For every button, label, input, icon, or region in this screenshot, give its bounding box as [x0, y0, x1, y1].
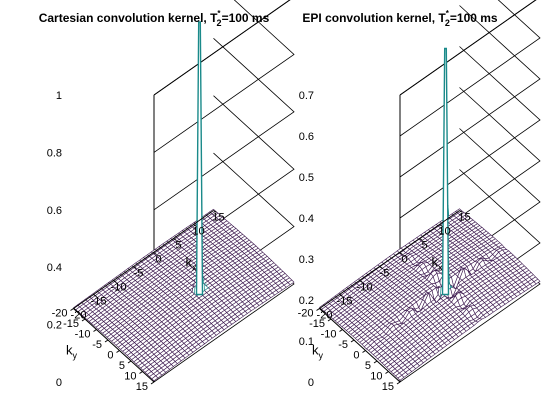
- y-tick: [373, 360, 378, 364]
- x-tick: [173, 238, 177, 241]
- y-tick: [93, 329, 97, 332]
- y-tick: [362, 350, 366, 353]
- z-tick-label: 0.7: [299, 90, 314, 102]
- z-tick-label: 0.4: [299, 213, 314, 225]
- x-tick: [379, 266, 383, 269]
- z-tick-label: 1: [56, 90, 62, 102]
- y-tick: [327, 318, 332, 322]
- y-tick-label: -10: [321, 329, 337, 341]
- surface-mesh: [73, 208, 295, 382]
- z-tick-label: 0: [56, 377, 62, 389]
- y-tick-label: 15: [382, 381, 394, 393]
- y-axis-label: ky: [312, 343, 324, 361]
- y-tick-label: 5: [119, 360, 125, 372]
- z-gridline: [399, 5, 541, 178]
- x-tick: [213, 210, 217, 213]
- y-tick-label: 10: [124, 371, 136, 383]
- y-tick: [350, 339, 355, 343]
- y-axis-label: ky: [66, 343, 78, 361]
- y-tick-label: 10: [370, 371, 382, 383]
- x-tick-label: -15: [337, 296, 353, 308]
- x-tick: [319, 308, 323, 311]
- y-tick-label: -20: [298, 308, 314, 320]
- y-tick-label: 0: [353, 350, 359, 362]
- z-tick-label: 0.6: [299, 131, 314, 143]
- z-gridline: [399, 46, 541, 219]
- y-tick-label: -10: [75, 329, 91, 341]
- y-tick: [81, 318, 86, 322]
- x-tick-label: 5: [175, 240, 181, 252]
- y-tick-label: 0: [107, 350, 113, 362]
- y-tick: [139, 371, 143, 374]
- x-tick-label: -5: [380, 268, 390, 280]
- y-tick-label: 15: [136, 381, 148, 393]
- x-tick-label: -5: [134, 268, 144, 280]
- y-tick: [127, 360, 132, 364]
- y-tick-label: -15: [309, 318, 325, 330]
- y-tick-label: -5: [92, 339, 102, 351]
- z-tick-label: 0.1: [299, 336, 314, 348]
- x-tick-label: 10: [438, 226, 450, 238]
- epi-kernel-panel: 00.10.20.30.40.50.60.7-20-15-10-5051015-…: [298, 0, 541, 393]
- y-tick: [396, 381, 401, 385]
- x-tick-label: -10: [111, 282, 127, 294]
- kernel-peak: [195, 21, 204, 296]
- x-tick-label: -10: [357, 282, 373, 294]
- x-tick: [153, 252, 157, 255]
- y-tick: [104, 339, 109, 343]
- z-tick-label: 0.3: [299, 254, 314, 266]
- y-tick: [316, 308, 320, 311]
- z-tick-label: 0.6: [47, 205, 62, 217]
- y-tick: [385, 371, 389, 374]
- x-tick: [399, 252, 403, 255]
- y-tick-label: 5: [365, 360, 371, 372]
- y-tick-label: -20: [52, 308, 68, 320]
- surface-mesh: [319, 205, 541, 381]
- x-tick: [339, 294, 343, 297]
- z-tick-label: 0: [308, 377, 314, 389]
- x-tick: [113, 280, 117, 283]
- y-tick: [339, 329, 343, 332]
- y-tick: [116, 350, 120, 353]
- kernel-peak: [441, 47, 450, 296]
- x-tick-label: -20: [317, 310, 333, 322]
- x-tick-label: 0: [155, 254, 161, 266]
- z-tick-label: 0.4: [47, 262, 62, 274]
- y-tick-label: -5: [338, 339, 348, 351]
- x-tick-label: 15: [212, 212, 224, 224]
- chart-title: Cartesian convolution kernel, T* 2=100 ms: [39, 9, 270, 28]
- x-tick: [93, 294, 97, 297]
- z-tick-label: 0.2: [299, 295, 314, 307]
- z-tick-label: 0.8: [47, 147, 62, 159]
- x-tick: [133, 266, 137, 269]
- y-tick: [150, 381, 155, 385]
- cartesian-kernel-panel: 00.20.40.60.81-20-15-10-5051015-20-15-10…: [39, 0, 295, 393]
- x-tick: [419, 238, 423, 241]
- y-tick: [70, 308, 74, 311]
- x-tick-label: 5: [421, 240, 427, 252]
- x-tick-label: 0: [401, 254, 407, 266]
- x-tick-label: -15: [91, 296, 107, 308]
- x-tick: [193, 224, 197, 227]
- x-tick: [439, 224, 443, 227]
- x-tick: [359, 280, 363, 283]
- x-axis-label: kx: [432, 255, 444, 273]
- z-tick-label: 0.5: [299, 172, 314, 184]
- y-tick-label: -15: [63, 318, 79, 330]
- z-tick-label: 0.2: [47, 320, 62, 332]
- x-axis-label: kx: [186, 255, 198, 273]
- chart-title: EPI convolution kernel, T* 2=100 ms: [302, 9, 498, 28]
- x-tick: [73, 308, 77, 311]
- x-tick: [459, 210, 463, 213]
- x-tick-label: 10: [192, 226, 204, 238]
- x-tick-label: 15: [458, 212, 470, 224]
- x-tick-label: -20: [71, 310, 87, 322]
